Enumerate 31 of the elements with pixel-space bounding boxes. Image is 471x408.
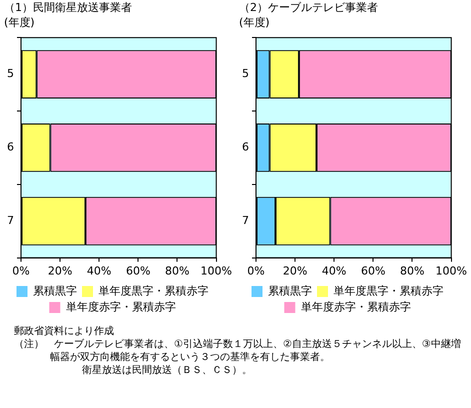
legend-label: 累積黒字 [33,284,77,298]
text: （注） ケーブルテレビ事業者は、①引込端子数１万以上、②自主放送５チャンネル以上、③中継増幅器が双方向機能を有するという３つの基準を有した事業者。 [14,338,462,364]
text: 郵政省資料により作成 [14,325,115,338]
y-tick-label: 5 [242,67,249,80]
x-tick-label: 60% [126,264,150,278]
text: 衛星放送は民間放送（ＢＳ、ＣＳ）。 [81,364,253,377]
x-tick-label: 0% [247,264,265,278]
legend-label: 単年度黒字・累積赤字 [98,284,208,298]
y-tick-label: 7 [7,214,14,227]
chart-title: （2）ケーブルテレビ事業者 [238,0,379,15]
x-tick-label: 40% [86,264,112,278]
legend-label: 単年度赤字・累積赤字 [300,300,411,314]
x-tick-label: 100% [436,264,468,278]
y-tick-label: 6 [7,140,14,154]
y-tick-label: 7 [242,214,249,227]
x-tick-label: 80% [400,264,424,278]
x-tick-label: 20% [282,264,308,278]
x-tick-label: 0% [12,264,30,278]
y-axis-title: (年度) [3,15,36,29]
x-tick-label: 60% [360,264,386,278]
x-tick-label: 20% [48,264,72,278]
legend-label: 累積黒字 [268,284,312,298]
y-tick-label: 6 [242,140,249,154]
y-tick-label: 5 [7,67,14,80]
x-tick-label: 80% [164,264,190,278]
y-axis-title: (年度) [238,15,271,29]
legend-label: 単年度黒字・累積赤字 [334,284,444,298]
legend-label: 単年度赤字・累積赤字 [66,300,176,314]
x-tick-label: 40% [322,264,346,278]
chart-title: （1）民間衛星放送事業者 [3,0,133,15]
x-tick-label: 100% [200,264,232,278]
